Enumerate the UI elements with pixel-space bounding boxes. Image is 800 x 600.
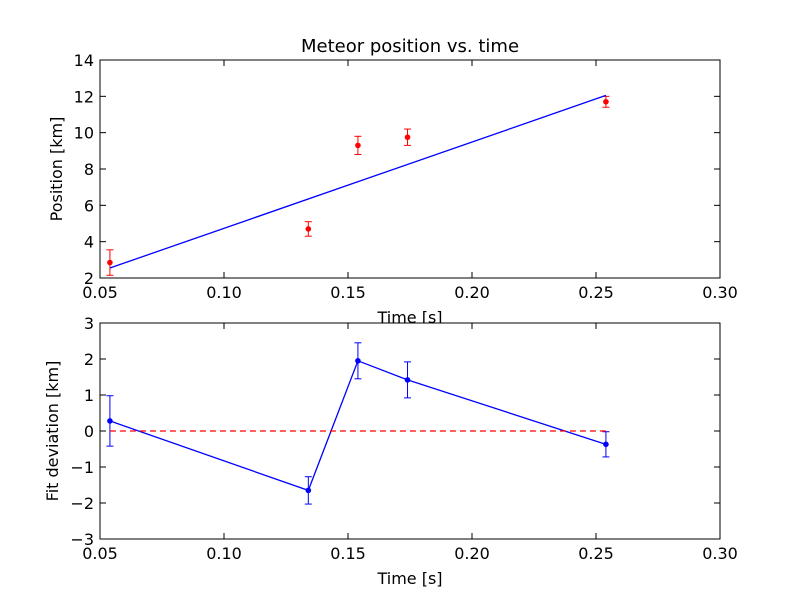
data-point [107, 418, 113, 424]
y-tick-label: 2 [84, 350, 94, 369]
data-point [603, 441, 609, 448]
x-tick-label: 0.20 [454, 544, 490, 563]
plot-marks [106, 342, 610, 505]
x-tick-label: 0.10 [206, 544, 242, 563]
x-tick-label: 0.25 [578, 544, 614, 563]
y-tick-label: −1 [70, 458, 94, 477]
series-line [109, 94, 607, 269]
y-tick-label: 3 [84, 314, 94, 333]
y-tick-label: −3 [70, 530, 94, 549]
y-tick-label: 0 [84, 422, 94, 441]
x-tick-label: 0.30 [702, 544, 738, 563]
position-subplot: Meteor position vs. time 0.05 0.10 0.15 0.2… [47, 36, 738, 327]
x-axis-label: Time [s] [376, 569, 442, 588]
y-tick-label: 10 [74, 124, 94, 143]
y-tick-label: 4 [84, 233, 94, 252]
data-point [355, 142, 361, 149]
x-tick-label: 0.05 [82, 283, 118, 302]
deviation-subplot: 0.05 0.10 0.15 0.20 0.25 0.30 −3 −2 −1 0 1 2 3 Time … [43, 314, 738, 588]
x-tick-label: 0.15 [330, 283, 366, 302]
x-axis-label: Time [s] [376, 308, 442, 327]
x-tick-label: 0.05 [82, 544, 118, 563]
y-tick-label: 6 [84, 196, 94, 215]
chart-title: Meteor position vs. time [301, 36, 519, 57]
y-tick-label: −2 [70, 494, 94, 513]
x-tick-label: 0.30 [702, 283, 738, 302]
data-point [107, 259, 113, 266]
y-tick-label: 2 [84, 269, 94, 288]
data-point [305, 226, 312, 232]
x-tick-label: 0.20 [454, 283, 490, 302]
x-tick-label: 0.10 [206, 283, 242, 302]
x-tick-label: 0.15 [330, 544, 366, 563]
y-tick-label: 8 [84, 160, 94, 179]
data-point [305, 487, 312, 494]
data-point [404, 377, 411, 383]
data-point [603, 98, 609, 105]
y-axis-label: Position [km] [47, 117, 66, 222]
data-point [404, 134, 411, 141]
plot-marks [106, 94, 610, 276]
y-tick-label: 1 [84, 386, 94, 405]
y-axis-label: Fit deviation [km] [43, 361, 62, 502]
y-tick-label: 14 [74, 51, 94, 70]
y-tick-label: 12 [74, 87, 94, 106]
data-point [355, 358, 361, 364]
axis-ticks: 0.05 0.10 0.15 0.20 0.25 0.30 −3 −2 −1 0 1 2 3 [70, 314, 737, 563]
axis-ticks: 0.05 0.10 0.15 0.20 0.25 0.30 2 4 6 8 10 12 14 [74, 51, 738, 302]
x-tick-label: 0.25 [578, 283, 614, 302]
plot-area [99, 59, 721, 279]
